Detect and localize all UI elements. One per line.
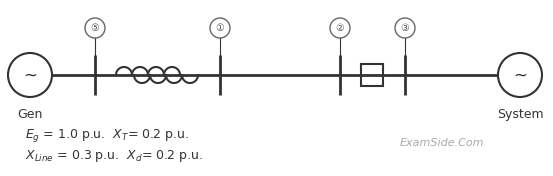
Text: ②: ② — [336, 23, 345, 33]
Text: ①: ① — [216, 23, 225, 33]
Text: System: System — [497, 108, 543, 121]
Text: $E_g$ = 1.0 p.u.  $X_T$= 0.2 p.u.: $E_g$ = 1.0 p.u. $X_T$= 0.2 p.u. — [25, 127, 189, 144]
Text: ~: ~ — [513, 67, 527, 85]
Text: ⑤: ⑤ — [91, 23, 100, 33]
Text: ~: ~ — [23, 67, 37, 85]
Text: ExamSide.Com: ExamSide.Com — [400, 138, 484, 148]
Text: $X_{Line}$ = 0.3 p.u.  $X_d$= 0.2 p.u.: $X_{Line}$ = 0.3 p.u. $X_d$= 0.2 p.u. — [25, 148, 204, 164]
Text: Gen: Gen — [17, 108, 43, 121]
Bar — [361, 64, 383, 86]
Text: ③: ③ — [400, 23, 409, 33]
